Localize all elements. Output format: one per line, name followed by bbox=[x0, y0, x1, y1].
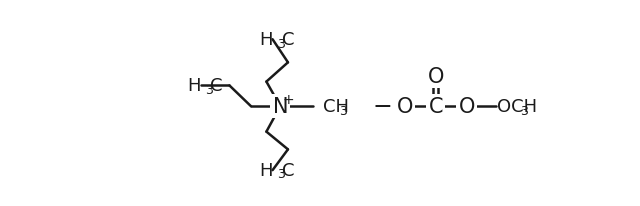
Text: H: H bbox=[259, 31, 273, 49]
Text: OCH: OCH bbox=[497, 98, 538, 116]
Text: 3: 3 bbox=[205, 83, 214, 96]
Text: C: C bbox=[282, 161, 294, 179]
Text: H: H bbox=[259, 161, 273, 179]
Text: H: H bbox=[188, 77, 201, 95]
Text: 3: 3 bbox=[277, 37, 285, 50]
Text: C: C bbox=[282, 31, 294, 49]
Text: −: − bbox=[372, 95, 392, 119]
Text: N: N bbox=[273, 97, 288, 117]
Text: 3: 3 bbox=[339, 104, 347, 117]
Text: C: C bbox=[210, 77, 223, 95]
Text: O: O bbox=[397, 97, 413, 117]
Text: O: O bbox=[428, 67, 444, 87]
Text: 3: 3 bbox=[277, 168, 285, 181]
Text: +: + bbox=[283, 93, 294, 107]
Text: C: C bbox=[429, 97, 443, 117]
Text: O: O bbox=[458, 97, 475, 117]
Text: 3: 3 bbox=[520, 104, 529, 117]
Text: CH: CH bbox=[323, 98, 349, 116]
